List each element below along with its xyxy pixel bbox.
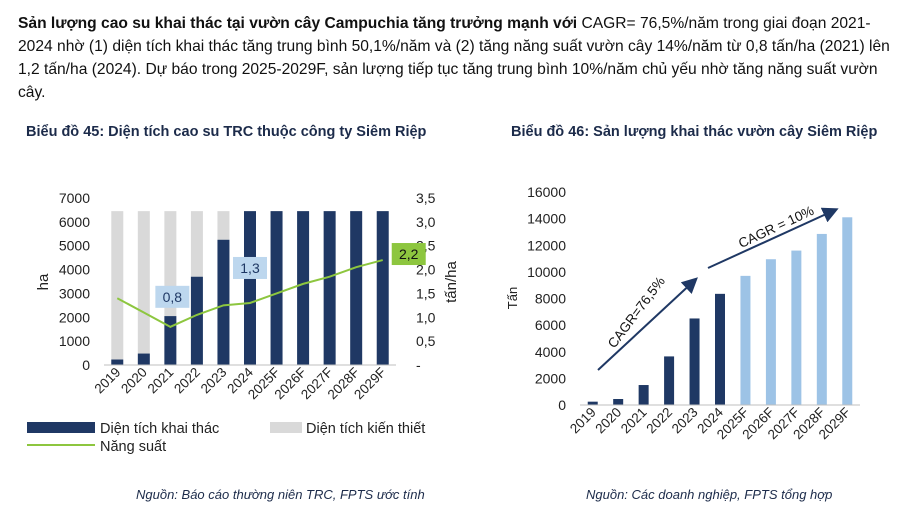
chart46-source: Nguồn: Các doanh nghiệp, FPTS tổng hợp	[586, 487, 833, 502]
y2-axis-label: tấn/ha	[443, 260, 460, 302]
y-tick: 1000	[59, 333, 90, 349]
bar-kien-thiet-2020	[137, 211, 150, 354]
data-label-2,2: 2,2	[391, 243, 426, 266]
bar-san-luong-2023	[689, 318, 700, 405]
y-tick: 4000	[59, 262, 90, 278]
bar-kien-thiet-2022	[190, 211, 203, 277]
bar-san-luong-2025F	[740, 275, 751, 405]
x-tick-2022: 2022	[643, 405, 675, 437]
bar-khai-thac-2021	[164, 316, 177, 365]
bar-khai-thac-2020	[137, 353, 150, 365]
y2-tick: -	[416, 357, 421, 373]
y-tick: 0	[82, 357, 90, 373]
y2-tick: 1,5	[416, 285, 436, 301]
bar-san-luong-2027F	[791, 250, 802, 405]
y2-tick: 3,0	[416, 214, 436, 230]
x-tick-2021: 2021	[618, 405, 650, 437]
cagr-arrow-1	[597, 277, 698, 371]
bar-khai-thac-2025F	[270, 211, 283, 365]
y-tick: 12000	[527, 237, 566, 253]
x-tick-2020: 2020	[592, 405, 624, 437]
y-tick: 3000	[59, 285, 90, 301]
y-tick: 5000	[59, 238, 90, 254]
chart45-title: Biểu đồ 45: Diện tích cao su TRC thuộc c…	[26, 124, 427, 140]
x-tick-2023: 2023	[669, 405, 701, 437]
chart45: 0 1000 2000 3000 4000 5000 6000 7000 - 0,5 1,0 1,5 2…	[27, 190, 460, 455]
data-label-0,8: 0,8	[155, 285, 190, 308]
bar-kien-thiet-2019	[111, 211, 124, 360]
cagr-label-1: CAGR=76,5%	[605, 274, 668, 351]
y-tick: 10000	[527, 264, 566, 280]
bar-san-luong-2019	[587, 401, 598, 405]
bar-san-luong-2024	[715, 293, 725, 405]
x-tick-2023: 2023	[198, 365, 230, 397]
x-tick-2020: 2020	[118, 365, 150, 397]
x-tick-2019: 2019	[92, 365, 124, 397]
x-tick-2021: 2021	[145, 365, 177, 397]
svg-text:2,2: 2,2	[399, 246, 419, 262]
bar-kien-thiet-2023	[217, 211, 230, 240]
legend-kien-thiet-swatch	[270, 422, 302, 433]
chart45-source: Nguồn: Báo cáo thường niên TRC, FPTS ước…	[136, 487, 425, 502]
y-tick: 6000	[535, 317, 566, 333]
svg-text:1,3: 1,3	[240, 260, 260, 276]
y-tick: 2000	[59, 309, 90, 325]
y-tick: 2000	[535, 370, 566, 386]
intro-bold: Sản lượng cao su khai thác tại vườn cây …	[18, 15, 578, 32]
bar-san-luong-2026F	[765, 259, 776, 405]
bar-san-luong-2021	[638, 385, 649, 405]
y2-tick: 1,0	[416, 309, 436, 325]
cagr-arrow-2	[707, 207, 839, 269]
bar-khai-thac-2023	[217, 239, 230, 365]
data-label-1,3: 1,3	[233, 256, 267, 279]
x-tick-2022: 2022	[171, 365, 203, 397]
y-tick: 0	[558, 397, 566, 413]
y-tick: 4000	[535, 344, 566, 360]
svg-text:0,8: 0,8	[163, 289, 183, 305]
legend-nang-suat: Năng suất	[100, 439, 166, 455]
x-tick-2019: 2019	[567, 405, 599, 437]
y-tick: 8000	[535, 291, 566, 307]
chart46-title: Biểu đồ 46: Sản lượng khai thác vườn cây…	[511, 124, 878, 140]
legend-kien-thiet: Diện tích kiến thiết	[306, 421, 425, 437]
y-tick: 7000	[59, 190, 90, 206]
y-tick: 16000	[527, 184, 566, 200]
bar-khai-thac-2027F	[323, 211, 336, 365]
bar-khai-thac-2028F	[350, 211, 363, 365]
bar-san-luong-2020	[613, 399, 624, 405]
y-axis-label: ha	[35, 273, 52, 290]
bar-san-luong-2022	[664, 356, 675, 405]
bar-san-luong-2029F	[842, 217, 853, 405]
y-axis-label: Tấn	[505, 287, 520, 309]
bar-khai-thac-2029F	[376, 211, 389, 365]
line-nang-suat	[116, 259, 383, 328]
y2-tick: 0,5	[416, 333, 436, 349]
intro-paragraph: Sản lượng cao su khai thác tại vườn cây …	[18, 12, 890, 104]
y2-tick: 2,0	[416, 262, 436, 278]
intro-rest: CAGR= 76,5%/năm trong giai đoạn 2021-202…	[18, 15, 890, 101]
y-tick: 14000	[527, 211, 566, 227]
legend-khai-thac-swatch	[27, 422, 95, 433]
bar-khai-thac-2019	[111, 359, 124, 365]
legend-khai-thac: Diện tích khai thác	[100, 421, 219, 437]
bar-khai-thac-2024	[244, 211, 256, 365]
cagr-label-2: CAGR = 10%	[736, 203, 816, 251]
y-tick: 6000	[59, 214, 90, 230]
y2-tick: 3,5	[416, 190, 436, 206]
chart46: 0 2000 4000 6000 8000 10000 12000 14000 16000 Tấn…	[505, 184, 860, 442]
bar-san-luong-2028F	[816, 233, 827, 405]
bar-khai-thac-2022	[190, 276, 203, 365]
bar-khai-thac-2026F	[297, 211, 310, 365]
